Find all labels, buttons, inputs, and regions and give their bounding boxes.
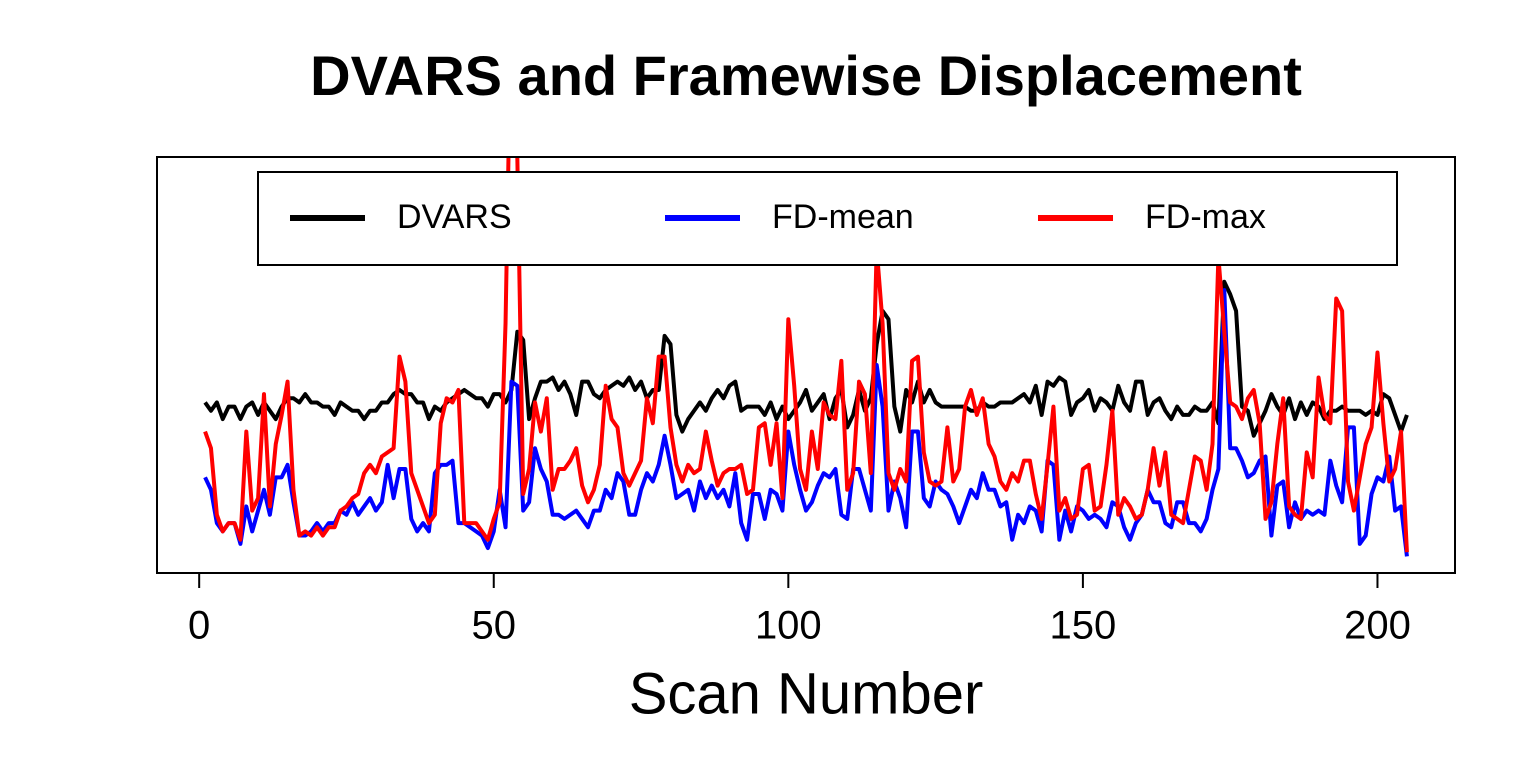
data-line [203, 288, 1409, 557]
x-tick-label: 150 [1050, 604, 1117, 648]
x-tick-label: 100 [755, 604, 822, 648]
plot-area [203, 157, 1409, 557]
x-tick-label: 200 [1344, 604, 1411, 648]
legend-label: DVARS [397, 198, 512, 236]
x-axis: 0 50 100 150 200 [188, 572, 1411, 648]
data-line [203, 157, 1409, 553]
legend: DVARS FD-mean FD-max [257, 171, 1398, 266]
chart-title: DVARS and Framewise Displacement [310, 44, 1302, 107]
x-tick-label: 0 [188, 604, 210, 648]
x-tick-label: 50 [472, 604, 517, 648]
legend-label: FD-max [1145, 198, 1266, 236]
legend-label: FD-mean [772, 198, 914, 236]
x-axis-label: Scan Number [629, 661, 984, 726]
legend-box [257, 171, 1398, 266]
